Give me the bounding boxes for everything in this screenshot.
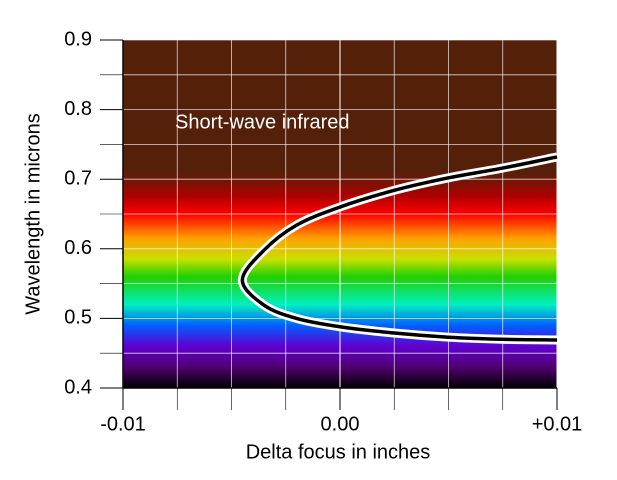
y-tick-label: 0.6 [64,237,92,259]
x-axis-label: Delta focus in inches [246,441,431,463]
y-tick-label: 0.8 [64,98,92,120]
x-tick-label: 0.00 [321,413,360,435]
y-axis-label: Wavelength in microns [22,113,44,315]
annotation: Short-wave infrared [175,111,350,133]
y-tick-label: 0.9 [64,28,92,50]
x-tick-label: -0.01 [100,413,146,435]
plot [237,152,558,345]
y-tick-label: 0.5 [64,307,92,329]
y-tick-label: 0.7 [64,167,92,189]
focus-curve [240,155,558,342]
y-tick-label: 0.4 [64,376,92,398]
grid [122,39,558,389]
x-tick-label: +0.01 [532,413,583,435]
